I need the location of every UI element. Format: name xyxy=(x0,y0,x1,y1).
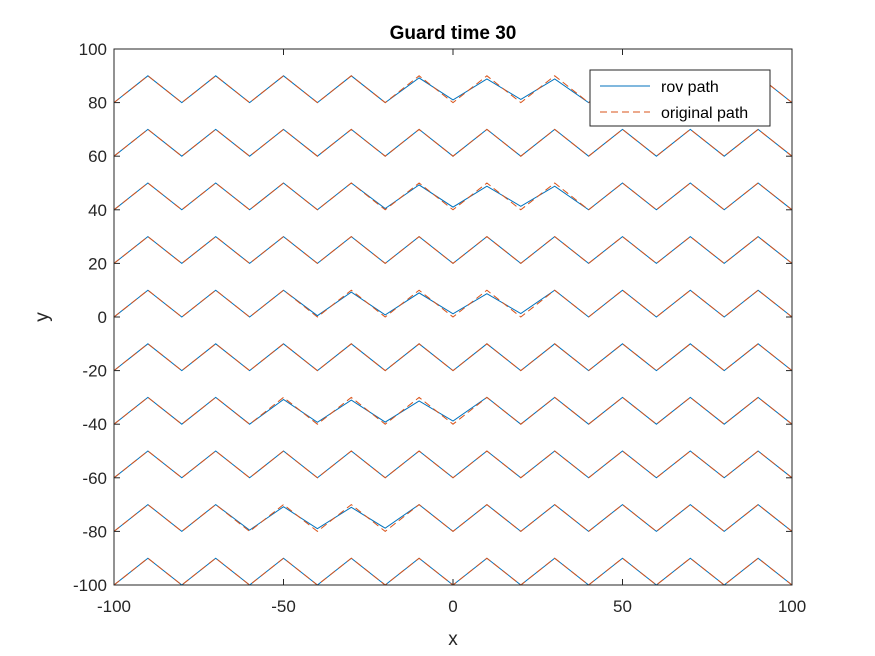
y-tick-label: -80 xyxy=(82,522,107,541)
y-tick-label: 20 xyxy=(88,254,107,273)
original-path-line xyxy=(113,128,793,157)
x-tick-label: 100 xyxy=(778,597,806,616)
legend: rov path original path xyxy=(589,69,771,127)
ticks xyxy=(113,48,793,586)
chart-title: Guard time 30 xyxy=(390,23,517,44)
original-path-line xyxy=(113,503,793,533)
original-path-line xyxy=(113,235,793,265)
tick-labels: -100 -50 0 50 100 -100 -80 -60 -40 -20 0 20 40 60 80 10… xyxy=(73,40,806,616)
y-tick-label: 60 xyxy=(88,147,107,166)
x-tick-label: -100 xyxy=(97,597,131,616)
legend-label-original: original path xyxy=(661,105,748,122)
x-axis-label: x xyxy=(448,629,458,650)
y-axis-label: y xyxy=(32,312,53,322)
x-tick-label: 50 xyxy=(613,597,632,616)
y-tick-label: 80 xyxy=(88,94,107,113)
original-path-line xyxy=(113,343,793,372)
legend-box xyxy=(589,69,771,127)
original-path-line xyxy=(113,289,793,318)
original-path-line xyxy=(113,450,793,479)
y-tick-label: 100 xyxy=(79,40,107,59)
y-tick-label: 40 xyxy=(88,201,107,220)
y-tick-label: -20 xyxy=(82,362,107,381)
x-tick-label: 0 xyxy=(448,597,457,616)
x-tick-label: -50 xyxy=(271,597,296,616)
legend-label-rov: rov path xyxy=(661,79,719,96)
original-path-line xyxy=(113,396,793,425)
y-tick-label: -100 xyxy=(73,576,107,595)
y-tick-label: 0 xyxy=(98,308,107,327)
y-tick-label: -60 xyxy=(82,469,107,488)
original-path-line xyxy=(113,182,793,211)
y-tick-label: -40 xyxy=(82,415,107,434)
